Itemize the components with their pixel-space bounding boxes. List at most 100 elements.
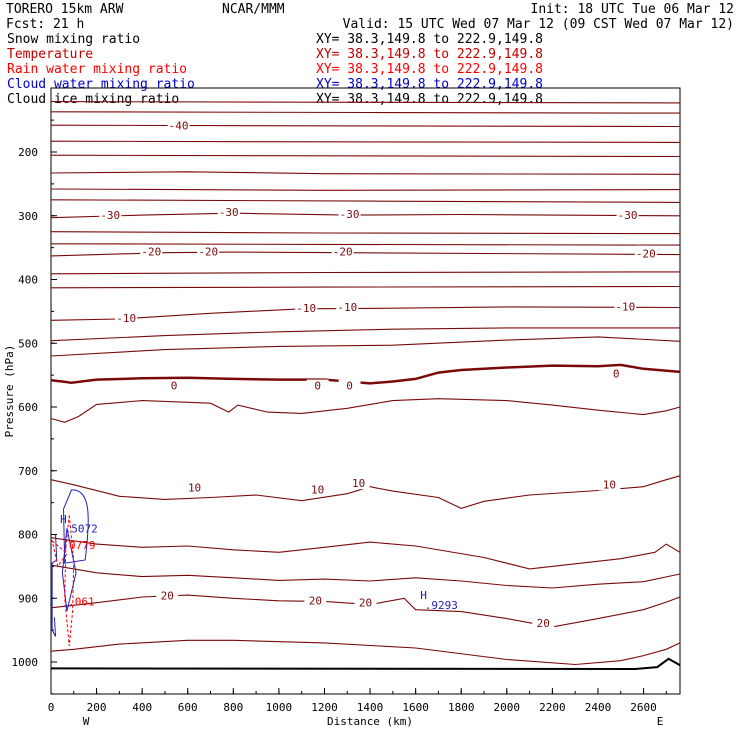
- y-tick-label: 500: [18, 337, 38, 350]
- isotherm-label: -20: [333, 246, 353, 259]
- isotherm-label-bg: [304, 594, 327, 607]
- field-xy: XY= 38.3,149.8 to 222.9,149.8: [316, 77, 543, 92]
- field-name: Rain water mixing ratio: [7, 62, 187, 77]
- extremum-marker: H: [420, 589, 427, 602]
- x-tick-label: 1800: [448, 701, 475, 714]
- isotherm-label-bg: [295, 301, 318, 314]
- isotherm-line: [50, 327, 680, 342]
- y-tick-label: 200: [18, 146, 38, 159]
- init-time: Init: 18 UTC Tue 06 Mar 12: [531, 2, 735, 17]
- isotherm-label-bg: [167, 119, 190, 132]
- cloud-water-contour: [63, 489, 89, 564]
- isotherm-label-bg: [336, 301, 359, 314]
- isotherm-label: 10: [603, 478, 616, 491]
- extremum-marker: .5072: [65, 523, 98, 536]
- x-tick-label: 2200: [539, 701, 566, 714]
- terrain-surface: [50, 657, 681, 671]
- isotherm-label-bg: [614, 300, 637, 313]
- isotherm-line: [50, 124, 681, 128]
- x-tick-label: 2400: [585, 701, 612, 714]
- isotherm-line: [50, 285, 681, 289]
- x-tick-label: 0: [48, 701, 55, 714]
- isotherm-label-bg: [140, 245, 163, 258]
- x-end-label-west: W: [83, 715, 90, 728]
- x-tick-label: 400: [132, 701, 152, 714]
- extremum-marker: .9293: [425, 599, 458, 612]
- isotherm-line: [50, 251, 681, 257]
- rain-water-contour: [64, 515, 75, 647]
- plot-frame: [50, 87, 681, 695]
- isotherm-label-bg: [605, 367, 628, 380]
- isotherm-line: [50, 199, 681, 203]
- x-axis-label: Distance (km): [327, 715, 413, 728]
- isotherm-label: 20: [359, 596, 372, 609]
- isotherm-label-bg: [347, 477, 370, 490]
- isotherm-line: [50, 154, 681, 158]
- isotherm-label: -30: [100, 209, 120, 222]
- x-tick-label: 1400: [357, 701, 384, 714]
- isotherm-label: 0: [171, 380, 178, 393]
- field-xy: XY= 38.3,149.8 to 222.9,149.8: [316, 32, 543, 47]
- isotherm-label-bg: [354, 596, 377, 609]
- isotherm-label: 0: [314, 380, 321, 393]
- hydrometeor-contours: [51, 489, 89, 647]
- y-tick-label: 900: [18, 592, 38, 605]
- isotherm-label: -10: [296, 302, 316, 315]
- isotherm-label-bg: [197, 245, 220, 258]
- y-tick-label: 700: [18, 465, 38, 478]
- isotherm-label: 20: [309, 594, 322, 607]
- field-xy: XY= 38.3,149.8 to 222.9,149.8: [316, 62, 543, 77]
- isotherm-label-bg: [183, 481, 206, 494]
- y-axis-ticks: 200 300 400 500 600 700 800 900 1000: [12, 119, 57, 695]
- contour-labels: -40 -30 -30 -30 -30 -20 -20 -20 -20 -10 -10 -10 -10 0…: [60, 119, 657, 630]
- isotherm-label: -30: [219, 206, 239, 219]
- isotherm-label: 10: [311, 484, 324, 497]
- isotherm-line: [50, 639, 681, 666]
- forecast-hour: Fcst: 21 h: [6, 17, 84, 32]
- y-tick-label: 1000: [12, 656, 39, 669]
- isotherm-label-bg: [217, 206, 240, 219]
- isotherm-line: [50, 336, 681, 357]
- cloud-water-contour: [61, 528, 77, 612]
- x-tick-label: 600: [178, 701, 198, 714]
- isotherm-label-bg: [306, 483, 329, 496]
- extremum-marker: .0779: [62, 539, 95, 552]
- isotherm-line: [50, 243, 681, 246]
- field-name: Snow mixing ratio: [7, 32, 140, 47]
- extremum-marker: H: [60, 513, 67, 526]
- isotherm-line: [50, 171, 681, 175]
- isotherm-label: -20: [198, 246, 218, 259]
- isotherm-label: -10: [615, 301, 635, 314]
- isotherm-label: 0: [346, 380, 353, 393]
- isotherm-line: [50, 271, 681, 275]
- isotherm-label-bg: [598, 478, 621, 491]
- rain-water-contour: [51, 539, 68, 568]
- x-tick-label: 800: [223, 701, 243, 714]
- isotherm-label: 0: [613, 367, 620, 380]
- isotherm-line: [50, 101, 681, 104]
- isotherm-label-bg: [616, 208, 639, 221]
- isotherm-label-bg: [156, 589, 179, 602]
- field-name: Cloud water mixing ratio: [7, 77, 195, 92]
- field-xy: XY= 38.3,149.8 to 222.9,149.8: [316, 92, 543, 107]
- isotherm-label-bg: [634, 247, 657, 260]
- x-tick-label: 1000: [266, 701, 293, 714]
- x-tick-label: 2600: [630, 701, 657, 714]
- y-tick-label: 800: [18, 529, 38, 542]
- x-tick-label: 1200: [311, 701, 338, 714]
- isotherm-label: -40: [169, 120, 189, 133]
- x-end-label-east: E: [657, 715, 664, 728]
- terrain-line: [50, 657, 681, 671]
- field-xy: XY= 38.3,149.8 to 222.9,149.8: [316, 47, 543, 62]
- x-tick-label: 1600: [402, 701, 429, 714]
- isotherm-label-bg: [532, 616, 555, 629]
- isotherm-label-bg: [99, 208, 122, 221]
- model-title: TORERO 15km ARW: [6, 2, 124, 17]
- x-tick-label: 200: [87, 701, 107, 714]
- isotherm-line: [50, 363, 681, 385]
- isotherm-line: [50, 111, 681, 114]
- isotherm-label-bg: [306, 379, 329, 392]
- y-axis-label: Pressure (hPa): [3, 345, 16, 438]
- extremum-marker: .061: [68, 595, 95, 608]
